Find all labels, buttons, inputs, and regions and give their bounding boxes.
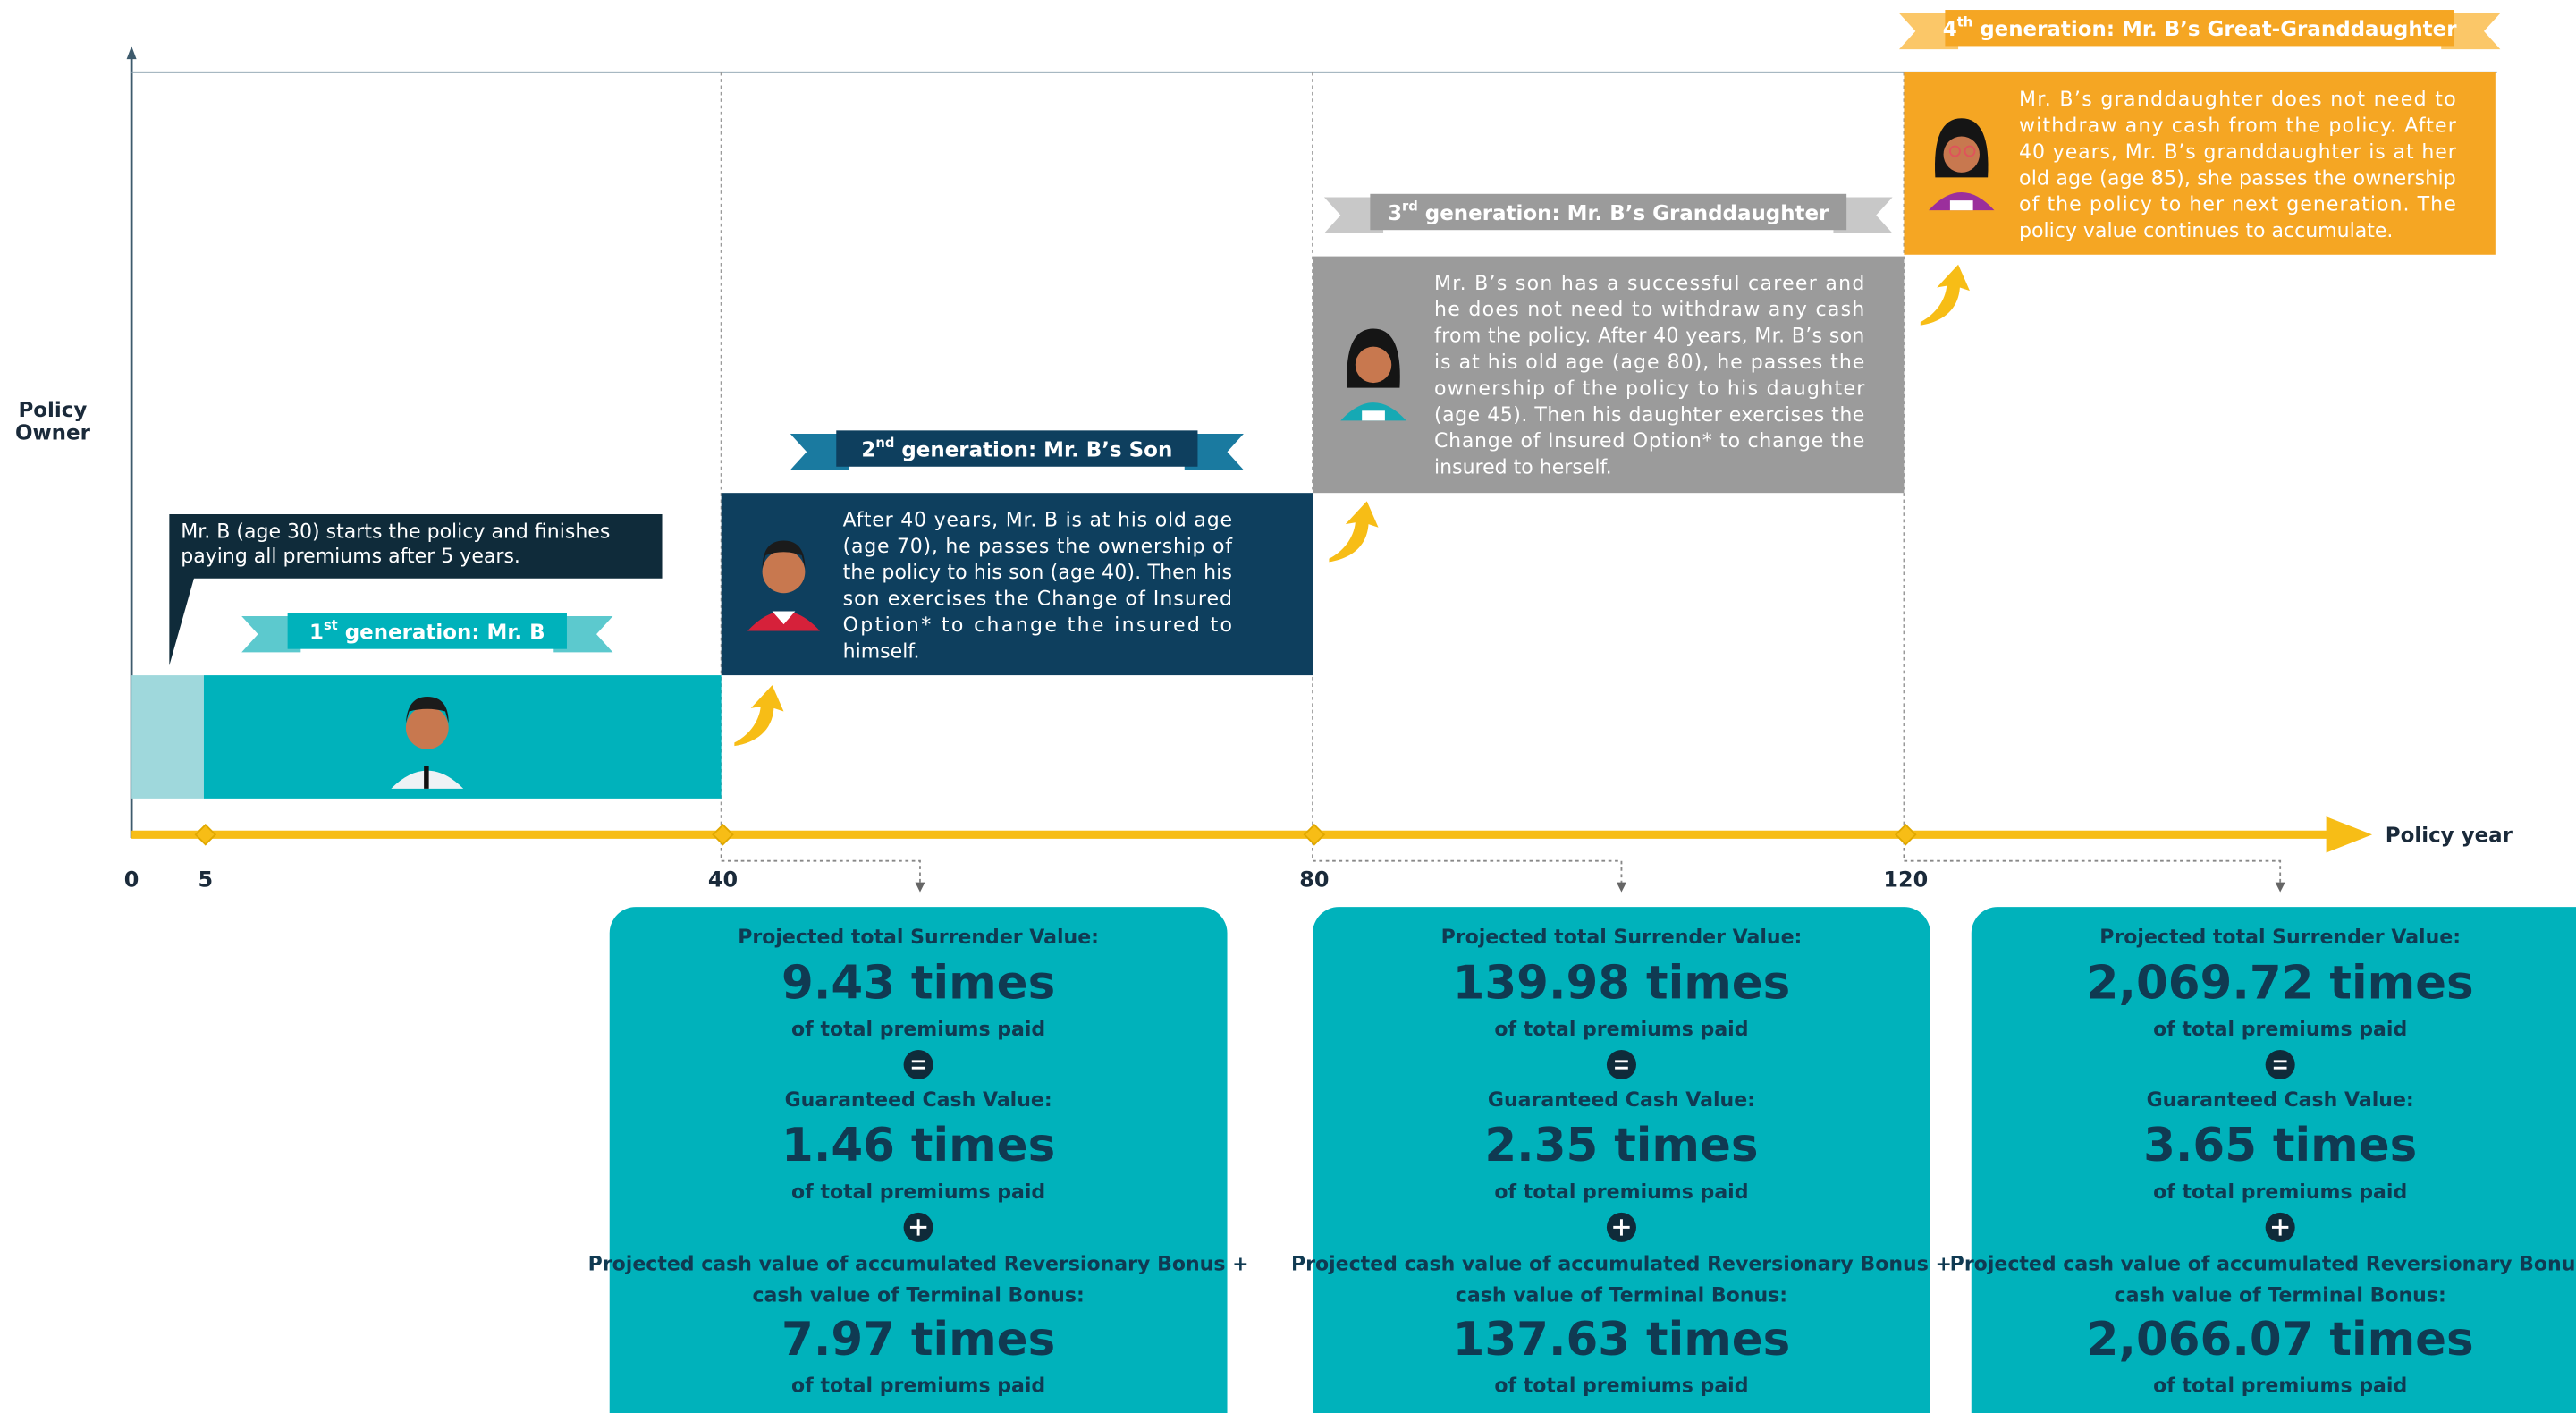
generation-text: (age 45). Then his daughter exercises th…: [1434, 404, 1864, 427]
generation-text: the policy to his son (age 40). Then his: [843, 562, 1232, 584]
guaranteed-label: Guaranteed Cash Value:: [785, 1089, 1052, 1112]
bonus-label: Projected cash value of accumulated Reve…: [1291, 1254, 1952, 1276]
x-axis-label: Policy year: [2386, 825, 2513, 848]
infographic: PolicyOwner Policy year 0 5 40 80 120 Mr. B (ag…: [0, 0, 2576, 1413]
surrender-value: 2,069.72 times: [2087, 956, 2474, 1010]
unit-note: of total premiums paid: [791, 1375, 1045, 1398]
generation-text: of the policy to her next generation. Th…: [2019, 194, 2456, 216]
equals-icon: [2266, 1050, 2295, 1079]
generation-text: (age 70), he passes the ownership of: [843, 536, 1234, 558]
guaranteed-value: 2.35 times: [1484, 1119, 1758, 1172]
y-axis-label: Policy: [18, 399, 87, 422]
x-axis-arrow: [2327, 816, 2372, 852]
bonus-value: 137.63 times: [1453, 1313, 1791, 1366]
tick-label: 5: [198, 867, 213, 893]
ordinal-suffix: st: [324, 618, 338, 633]
generation-text: son exercises the Change of Insured: [843, 588, 1232, 611]
generation-text: Change of Insured Option* to change the: [1434, 430, 1864, 453]
unit-note: of total premiums paid: [1494, 1019, 1748, 1041]
generation-text: from the policy. After 40 years, Mr. B’s…: [1434, 326, 1864, 348]
generation-name: generation: Mr. B: [338, 621, 545, 644]
surrender-label: Projected total Surrender Value:: [2099, 926, 2461, 949]
generation-name: generation: Mr. B’s Granddaughter: [1418, 201, 1829, 224]
equals-icon: [1607, 1050, 1636, 1079]
premium-period: [131, 675, 204, 799]
y-axis-arrow: [127, 46, 137, 59]
pointer: [722, 842, 920, 887]
callout-text: Mr. B (age 30) starts the policy and fin…: [181, 520, 610, 543]
bonus-label: cash value of Terminal Bonus:: [2115, 1285, 2446, 1307]
generation-text: After 40 years, Mr. B is at his old age: [843, 509, 1232, 531]
generation-text: he does not need to withdraw any cash: [1434, 299, 1864, 321]
generation-title: 3rd generation: Mr. B’s Granddaughter: [1388, 199, 1829, 224]
bonus-label: cash value of Terminal Bonus:: [1456, 1285, 1787, 1307]
unit-note: of total premiums paid: [2153, 1375, 2407, 1398]
unit-note: of total premiums paid: [1494, 1181, 1748, 1204]
generation-text: himself.: [843, 640, 920, 663]
ordinal: 2: [861, 438, 875, 461]
surrender-value: 9.43 times: [781, 956, 1055, 1010]
generation-text: old age (age 85), she passes the ownersh…: [2019, 167, 2456, 190]
tick-label: 0: [124, 867, 139, 893]
generation-text: Mr. B’s granddaughter does not need to: [2019, 89, 2456, 111]
generation-text: Mr. B’s son has a successful career and: [1434, 273, 1864, 295]
tick-marker: [713, 825, 732, 844]
generation-title: 1st generation: Mr. B: [309, 618, 545, 644]
y-axis-label: Owner: [15, 422, 91, 445]
guaranteed-value: 1.46 times: [781, 1119, 1055, 1172]
tick-marker: [1896, 825, 1915, 844]
tick-label: 120: [1883, 867, 1928, 893]
tick-label: 80: [1299, 867, 1329, 893]
bonus-label: Projected cash value of accumulated Reve…: [1950, 1254, 2576, 1276]
ordinal: 3: [1388, 201, 1402, 224]
tick-label: 40: [708, 867, 738, 893]
surrender-value: 139.98 times: [1453, 956, 1791, 1010]
unit-note: of total premiums paid: [2153, 1019, 2407, 1041]
generation-title: 2nd generation: Mr. B’s Son: [861, 436, 1172, 461]
guaranteed-label: Guaranteed Cash Value:: [2147, 1089, 2414, 1112]
pointer: [1904, 842, 2280, 887]
bonus-value: 2,066.07 times: [2087, 1313, 2474, 1366]
callout-text: paying all premiums after 5 years.: [181, 546, 520, 568]
generation-text: ownership of the policy to his daughter: [1434, 377, 1865, 400]
unit-note: of total premiums paid: [2153, 1181, 2407, 1204]
surrender-label: Projected total Surrender Value:: [738, 926, 1099, 949]
generation-name: generation: Mr. B’s Great-Granddaughter: [1972, 18, 2457, 41]
bonus-value: 7.97 times: [781, 1313, 1055, 1366]
guaranteed-value: 3.65 times: [2143, 1119, 2417, 1172]
equals-icon: [904, 1050, 933, 1079]
tick-marker: [196, 825, 215, 844]
bonus-label: cash value of Terminal Bonus:: [752, 1285, 1084, 1307]
generation-name: generation: Mr. B’s Son: [894, 438, 1172, 461]
ordinal-suffix: th: [1957, 15, 1972, 30]
page: {"axis": {"y_label": ["Policy", "Owner"]…: [0, 0, 2576, 1413]
generation-text: 40 years, Mr. B’s granddaughter is at he…: [2019, 141, 2457, 164]
generation-text: is at his old age (age 80), he passes th…: [1434, 351, 1864, 374]
surrender-label: Projected total Surrender Value:: [1441, 926, 1803, 949]
tick-marker: [1305, 825, 1324, 844]
unit-note: of total premiums paid: [1494, 1375, 1748, 1398]
gen-block: [204, 675, 722, 799]
unit-note: of total premiums paid: [791, 1019, 1045, 1041]
unit-note: of total premiums paid: [791, 1181, 1045, 1204]
bonus-label: Projected cash value of accumulated Reve…: [588, 1254, 1249, 1276]
guaranteed-label: Guaranteed Cash Value:: [1488, 1089, 1755, 1112]
ordinal-suffix: rd: [1402, 199, 1418, 214]
generation-text: Option* to change the insured to: [843, 614, 1232, 637]
generation-text: insured to herself.: [1434, 457, 1612, 479]
ordinal: 1: [309, 621, 324, 644]
ordinal: 4: [1943, 18, 1957, 41]
pointer: [1313, 842, 1621, 887]
generation-title: 4th generation: Mr. B’s Great-Granddaugh…: [1943, 15, 2457, 41]
ordinal-suffix: nd: [875, 436, 894, 451]
generation-text: withdraw any cash from the policy. After: [2019, 114, 2457, 137]
generation-text: policy value continues to accumulate.: [2019, 220, 2393, 242]
